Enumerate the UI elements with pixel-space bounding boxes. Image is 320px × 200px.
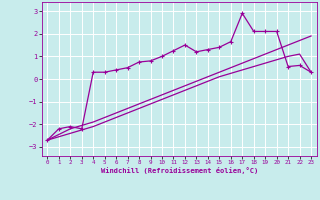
X-axis label: Windchill (Refroidissement éolien,°C): Windchill (Refroidissement éolien,°C) <box>100 167 258 174</box>
